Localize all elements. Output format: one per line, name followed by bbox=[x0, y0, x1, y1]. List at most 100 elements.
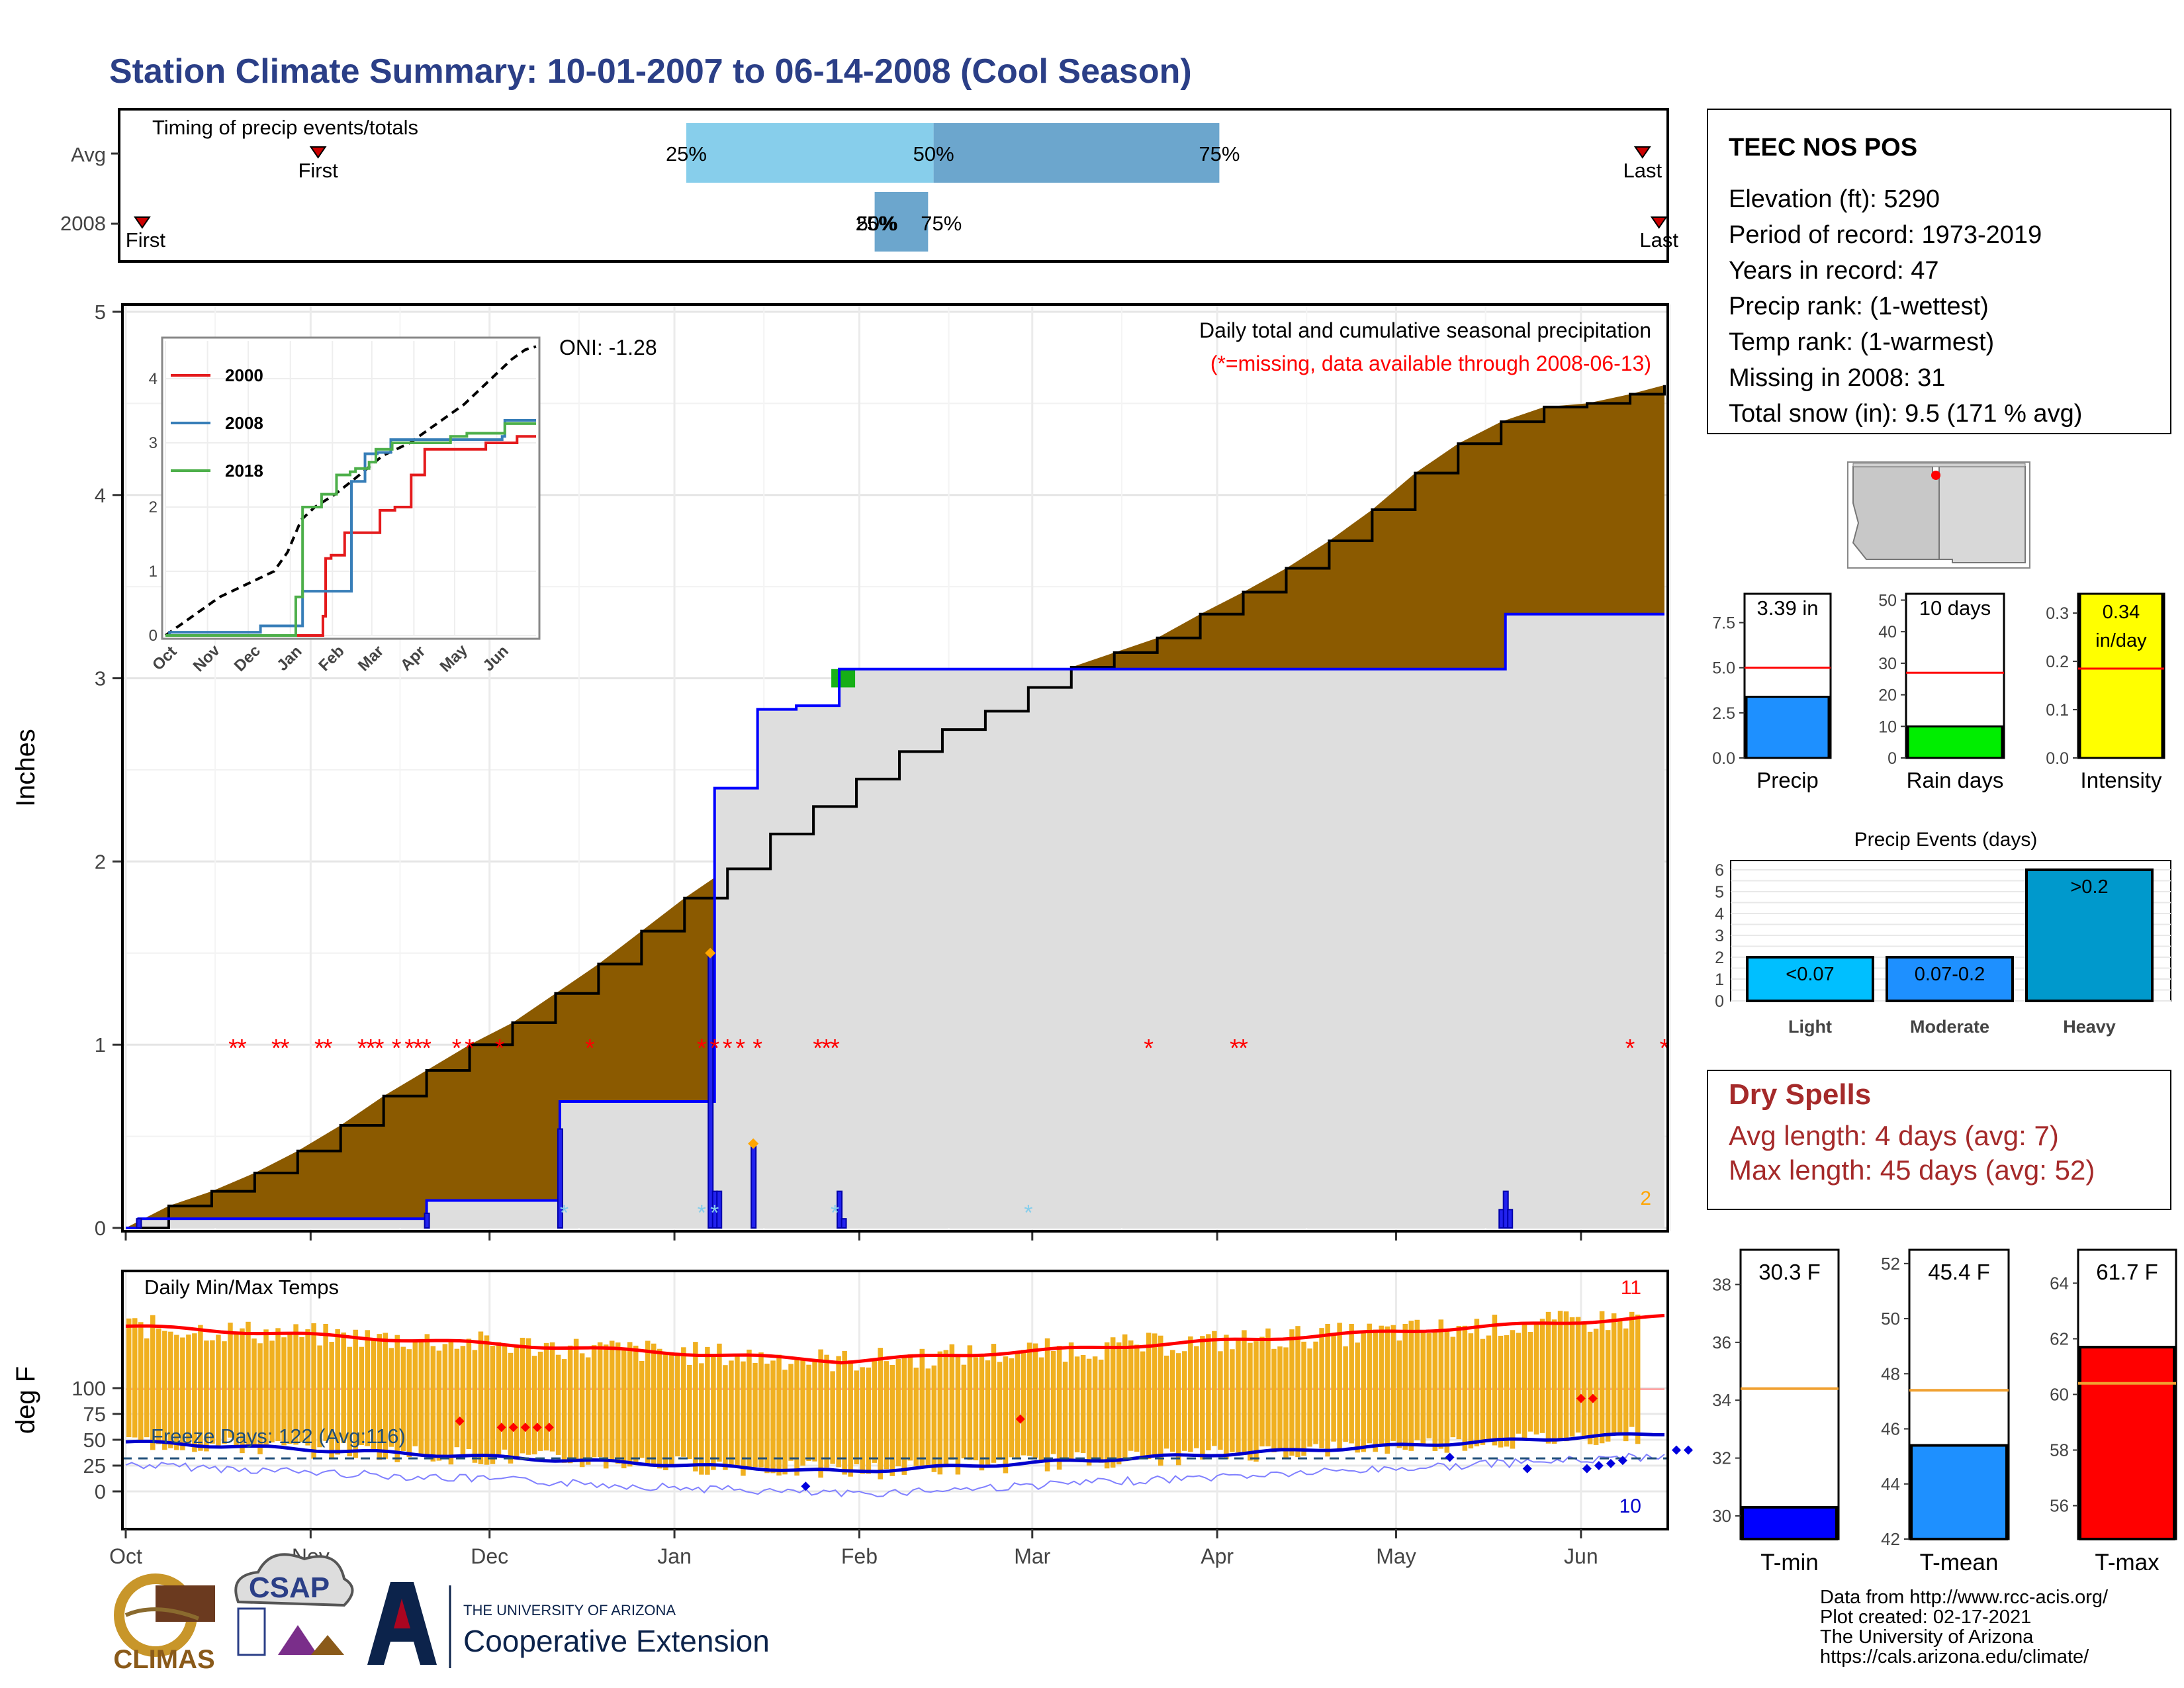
daily-temp-bar bbox=[537, 1351, 543, 1451]
missing-data-marker: * bbox=[314, 1035, 324, 1062]
month-label: Jan bbox=[657, 1544, 692, 1568]
daily-temp-bar bbox=[418, 1338, 424, 1454]
month-label: Apr bbox=[1201, 1544, 1234, 1568]
daily-temp-bar bbox=[150, 1315, 156, 1450]
daily-temp-bar bbox=[633, 1345, 639, 1462]
daily-temp-bar bbox=[454, 1348, 460, 1448]
snowfall-marker: * bbox=[710, 1200, 719, 1225]
temp-bar-tick-label: 60 bbox=[2050, 1385, 2069, 1405]
temp-bar-label: T-min bbox=[1760, 1550, 1819, 1575]
record-low-marker bbox=[1684, 1445, 1694, 1455]
precip-y-tick-label: 0 bbox=[95, 1217, 106, 1240]
daily-temp-bar bbox=[770, 1360, 776, 1474]
daily-temp-bar bbox=[764, 1364, 770, 1474]
missing-data-marker: * bbox=[735, 1035, 745, 1062]
temp-bar-T-mean bbox=[1910, 1444, 2008, 1540]
record-low-marker bbox=[1606, 1458, 1615, 1468]
snow-event-marker bbox=[748, 1138, 759, 1149]
temp-bar-tick-label: 38 bbox=[1712, 1274, 1731, 1294]
daily-temp-bar bbox=[406, 1349, 412, 1458]
daily-temp-bar bbox=[1331, 1335, 1336, 1442]
mini-bar-tick-label: 0.3 bbox=[2046, 604, 2069, 623]
precip-frame bbox=[121, 303, 1669, 1233]
avg-min-temp-line bbox=[125, 1432, 1665, 1474]
daily-temp-bar bbox=[281, 1337, 287, 1446]
daily-temp-bar bbox=[747, 1349, 752, 1468]
daily-temp-bar bbox=[1068, 1342, 1074, 1459]
events-category-label: Moderate bbox=[1910, 1017, 1989, 1037]
missing-data-marker: * bbox=[495, 1035, 505, 1062]
daily-temp-bar bbox=[1152, 1333, 1158, 1456]
daily-temp-bar bbox=[472, 1350, 478, 1463]
daily-temp-bar bbox=[359, 1346, 364, 1446]
dry-spells-title: Dry Spells bbox=[1729, 1078, 1871, 1111]
events-category-label: Heavy bbox=[2063, 1017, 2116, 1037]
daily-temp-bar bbox=[317, 1345, 322, 1448]
daily-temp-bar bbox=[752, 1362, 758, 1468]
events-y-tick-label: 0 bbox=[1715, 992, 1724, 1011]
daily-temp-bar bbox=[1605, 1330, 1611, 1442]
temps-y-tick-label: 100 bbox=[71, 1377, 106, 1400]
temp-bar-tick-label: 46 bbox=[1881, 1419, 1900, 1439]
daily-temp-bar bbox=[741, 1361, 746, 1476]
daily-temp-bar bbox=[991, 1344, 997, 1463]
daily-temp-bar bbox=[1379, 1325, 1384, 1444]
daily-temp-bar bbox=[878, 1348, 883, 1479]
inset-y-tick-label: 0 bbox=[149, 627, 158, 645]
daily-temp-bar bbox=[597, 1342, 603, 1458]
daily-temp-bar bbox=[1498, 1335, 1504, 1448]
daily-temp-bar bbox=[1450, 1336, 1456, 1438]
daily-temp-bar bbox=[1128, 1340, 1134, 1451]
timing-avg-p25: 25% bbox=[666, 142, 707, 165]
mini-bar-tick-label: 20 bbox=[1878, 686, 1897, 705]
daily-temp-bar bbox=[621, 1348, 627, 1469]
daily-temp-bar bbox=[1277, 1346, 1283, 1450]
daily-temp-bar bbox=[508, 1352, 514, 1464]
mini-bar-tick-label: 0.0 bbox=[1712, 749, 1735, 768]
daily-temp-bar bbox=[1355, 1342, 1360, 1453]
footer-url: https://cals.arizona.edu/climate/ bbox=[1820, 1646, 2089, 1667]
daily-temp-bar bbox=[1271, 1348, 1277, 1453]
ua-logo-line1: THE UNIVERSITY OF ARIZONA bbox=[463, 1602, 676, 1618]
daily-temp-bar bbox=[1092, 1356, 1098, 1460]
daily-temp-bar bbox=[573, 1338, 579, 1460]
daily-temp-bar bbox=[842, 1350, 847, 1475]
daily-temp-bar bbox=[1003, 1356, 1009, 1474]
daily-precip-bar bbox=[841, 1218, 847, 1229]
events-bar-heavy bbox=[2025, 868, 2154, 1002]
record-low-marker bbox=[1594, 1461, 1604, 1470]
daily-temp-bar bbox=[1408, 1321, 1414, 1451]
daily-temp-bar bbox=[1248, 1342, 1253, 1461]
missing-data-marker: * bbox=[813, 1035, 823, 1062]
station-snow: Total snow (in): 9.5 (171 % avg) bbox=[1729, 400, 2082, 428]
daily-temp-bar bbox=[1527, 1332, 1533, 1432]
missing-data-marker: * bbox=[585, 1035, 595, 1062]
daily-temp-bar bbox=[132, 1318, 138, 1438]
precip-y-tick-label: 4 bbox=[95, 484, 106, 507]
daily-temp-bar bbox=[1438, 1319, 1444, 1449]
inset-avg-line bbox=[164, 345, 537, 637]
inset-y-tick-label: 3 bbox=[149, 434, 158, 452]
daily-temp-bar bbox=[949, 1344, 955, 1460]
csap-logo-text: CSAP bbox=[249, 1571, 330, 1604]
mini-bar-tick-label: 0.2 bbox=[2046, 653, 2069, 671]
month-label: May bbox=[1376, 1544, 1416, 1568]
daily-temp-bar bbox=[1032, 1343, 1038, 1458]
daily-temp-bar bbox=[1343, 1346, 1348, 1442]
events-title: Precip Events (days) bbox=[1854, 829, 2038, 851]
daily-temp-bar bbox=[657, 1348, 662, 1469]
timing-2008-p25: 25% bbox=[856, 212, 897, 235]
daily-temp-bar bbox=[1361, 1333, 1366, 1452]
missing-data-marker: * bbox=[357, 1035, 367, 1062]
daily-temp-bar bbox=[347, 1346, 352, 1457]
daily-temp-bar bbox=[609, 1340, 615, 1462]
events-category-label: Light bbox=[1788, 1017, 1832, 1037]
precip-y-tick-label: 2 bbox=[95, 850, 106, 873]
timing-avg-q25-q50 bbox=[686, 123, 934, 183]
daily-temp-bar bbox=[1146, 1333, 1152, 1459]
missing-data-marker: * bbox=[752, 1035, 762, 1062]
temp-bar-value: 61.7 F bbox=[2096, 1260, 2158, 1284]
mini-bar-label: Rain days bbox=[1907, 768, 2004, 792]
daily-temp-bar bbox=[222, 1341, 227, 1444]
